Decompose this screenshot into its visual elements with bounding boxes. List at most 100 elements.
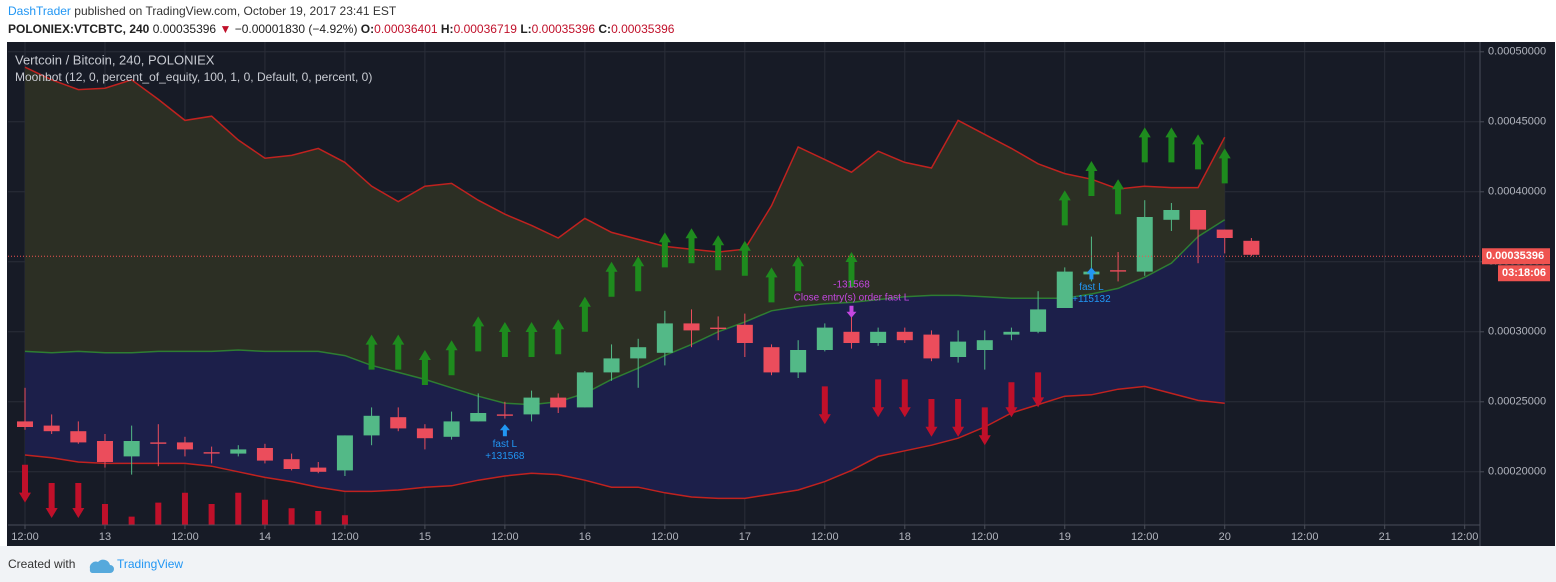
- candle-body: [710, 327, 727, 329]
- x-tick-label: 12:00: [971, 531, 999, 543]
- candle-body: [1243, 240, 1260, 255]
- signal-arrow: [152, 502, 165, 525]
- signal-arrow: [792, 256, 805, 292]
- x-tick-label: 17: [739, 531, 751, 543]
- x-tick-label: 20: [1219, 531, 1231, 543]
- l: 0.00035396: [532, 22, 596, 36]
- author[interactable]: DashTrader: [8, 4, 71, 18]
- signal-arrow: [498, 322, 511, 357]
- signal-arrow: [525, 322, 538, 357]
- symbol: POLONIEX:VTCBTC, 240: [8, 22, 150, 36]
- y-tick-label: 0.00050000: [1488, 46, 1546, 58]
- candle-body: [1136, 217, 1153, 272]
- signal-arrow: [1138, 127, 1151, 163]
- candle-body: [150, 442, 167, 444]
- signal-arrow: [45, 483, 58, 518]
- candle-body: [816, 327, 833, 350]
- brand-logo: [89, 559, 114, 573]
- x-tick-label: 19: [1059, 531, 1071, 543]
- signal-arrow: [952, 399, 965, 437]
- signal-arrow: [472, 316, 485, 352]
- signal-arrow: [552, 319, 565, 355]
- x-tick-label: 12:00: [811, 531, 839, 543]
- candle-body: [843, 331, 860, 343]
- x-tick-label: 12:00: [651, 531, 679, 543]
- candle-body: [1163, 210, 1180, 220]
- o-label: O:: [361, 22, 374, 36]
- candle-body: [683, 323, 700, 331]
- c-label: C:: [598, 22, 611, 36]
- x-tick-label: 12:00: [11, 531, 39, 543]
- candle-body: [923, 334, 940, 359]
- signal-arrow: [285, 508, 298, 525]
- candle-body: [736, 324, 753, 343]
- band-line: [24, 219, 1226, 406]
- band-line: [24, 385, 1225, 500]
- x-tick-label: 12:00: [1131, 531, 1159, 543]
- x-tick-label: 18: [899, 531, 911, 543]
- y-tick-label: 0.00020000: [1488, 466, 1546, 478]
- signal-arrow: [765, 267, 778, 303]
- candle-body: [176, 442, 193, 450]
- y-tick-label: 0.00045000: [1488, 116, 1546, 128]
- x-tick-label: 21: [1379, 531, 1391, 543]
- footer-created: Created with: [8, 557, 75, 571]
- candle-body: [123, 441, 140, 457]
- chart-title: Vertcoin / Bitcoin, 240, POLONIEX: [15, 52, 215, 67]
- y-tick-label: 0.00040000: [1488, 186, 1546, 198]
- footer-bg: [0, 546, 1556, 582]
- signal-arrow: [205, 504, 218, 525]
- candle-body: [496, 414, 513, 416]
- last-price-label: 0.00035396: [1486, 250, 1544, 262]
- signal-arrow: [632, 256, 645, 292]
- candle-body: [96, 441, 113, 462]
- annotation-text: -131568: [833, 279, 870, 290]
- candle-body: [763, 347, 780, 373]
- x-tick-label: 13: [99, 531, 111, 543]
- signal-arrow: [392, 334, 405, 370]
- candle-body: [1110, 270, 1127, 272]
- candle-body: [336, 435, 353, 471]
- candle-body: [976, 340, 993, 350]
- candle-body: [43, 425, 60, 432]
- candle-body: [656, 323, 673, 353]
- candle-body: [283, 459, 300, 469]
- signal-arrow: [1192, 134, 1205, 170]
- annotation-text: +131568: [485, 451, 525, 462]
- signal-arrow: [445, 340, 458, 376]
- candle-body: [1030, 309, 1047, 332]
- header-line1: DashTrader published on TradingView.com,…: [8, 4, 397, 18]
- candle-body: [630, 347, 647, 359]
- x-tick-label: 12:00: [331, 531, 359, 543]
- signal-arrow: [365, 334, 378, 370]
- signal-arrow: [232, 492, 245, 525]
- signal-arrow: [898, 379, 911, 418]
- candle-body: [416, 428, 433, 439]
- x-tick-label: 12:00: [171, 531, 199, 543]
- x-tick-label: 12:00: [491, 531, 519, 543]
- x-tick-label: 12:00: [1291, 531, 1319, 543]
- signal-arrow: [978, 407, 991, 446]
- signal-arrow: [18, 464, 31, 503]
- candle-body: [310, 467, 327, 472]
- signal-arrow: [1085, 161, 1098, 196]
- candle-body: [576, 372, 593, 408]
- signal-arrow: [872, 379, 885, 418]
- candle-body: [390, 417, 407, 429]
- x-tick-label: 15: [419, 531, 431, 543]
- h-label: H:: [441, 22, 454, 36]
- signal-arrow: [125, 516, 138, 525]
- x-tick-label: 14: [259, 531, 271, 543]
- annotation-text: fast L: [493, 439, 518, 450]
- signal-arrow: [418, 350, 431, 385]
- annotation-text: +115132: [1072, 294, 1111, 305]
- y-tick-label: 0.00025000: [1488, 396, 1546, 408]
- candle-body: [523, 397, 540, 415]
- footer-brand[interactable]: TradingView: [117, 557, 183, 571]
- candle-body: [256, 448, 273, 461]
- x-tick-label: 12:00: [1451, 531, 1479, 543]
- candle-body: [1056, 271, 1073, 308]
- signal-arrow: [605, 261, 618, 297]
- signal-arrow: [658, 232, 671, 268]
